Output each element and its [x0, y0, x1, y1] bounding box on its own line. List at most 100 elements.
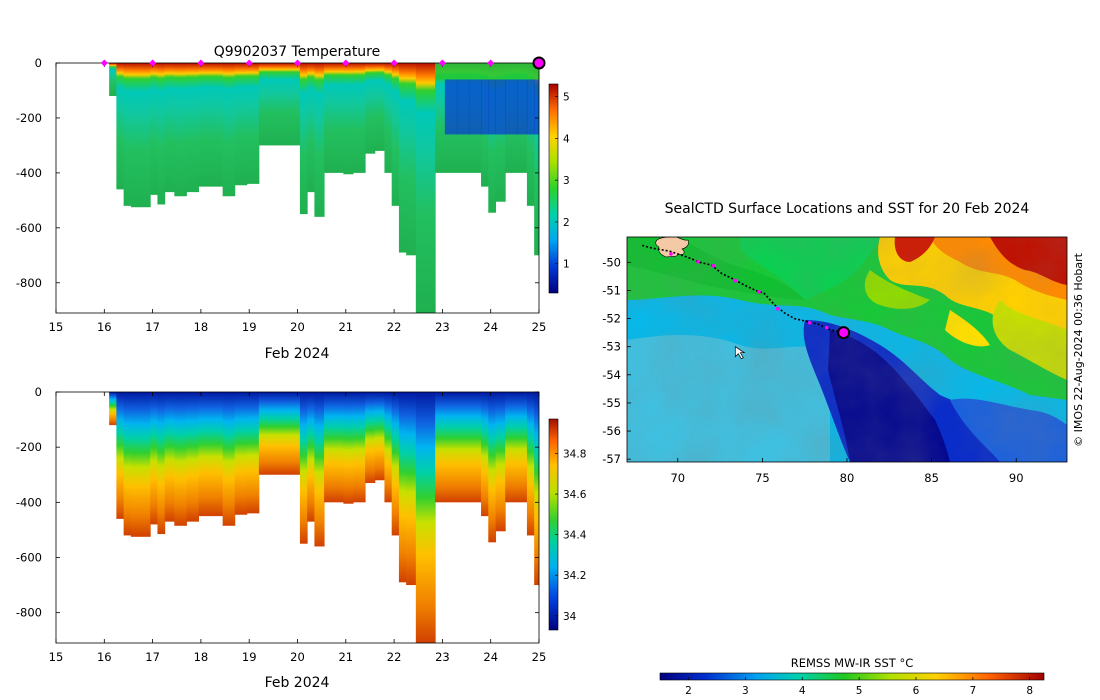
colorbar-tick-label: 2	[563, 217, 570, 229]
map-axes: 70 75 80 85 90 -50 -51 -52 -53 -54 -55 -56 -57	[602, 255, 1023, 485]
sst-colorbar-tick-label: 3	[742, 685, 749, 697]
x-tick-label: 15	[49, 320, 64, 334]
profile-column	[210, 63, 224, 187]
profile-column	[287, 392, 301, 475]
profile-column	[222, 392, 236, 526]
profile-column	[186, 392, 199, 522]
profile-column	[495, 392, 506, 532]
profile-column	[488, 63, 497, 213]
profile-column	[164, 392, 175, 522]
surface-marker	[149, 59, 157, 67]
profile-column	[444, 392, 458, 503]
profile-column	[384, 63, 393, 173]
track-surface-point	[775, 306, 780, 311]
surface-marker	[197, 59, 205, 67]
profile-column	[198, 392, 212, 517]
cold-layer	[526, 79, 535, 135]
map-x-tick-label: 80	[840, 471, 855, 485]
salinity-xlabel: Feb 2024	[265, 675, 330, 691]
profile-column	[116, 392, 125, 519]
cold-layer	[468, 79, 482, 135]
map-x-tick-label: 75	[755, 471, 770, 485]
x-tick-label: 24	[483, 650, 498, 664]
profile-column	[140, 63, 151, 208]
temperature-profiles	[109, 63, 539, 313]
track-surface-point	[711, 263, 716, 268]
profile-column	[273, 392, 289, 475]
cursor-arrow-icon	[734, 346, 746, 360]
map-y-tick-label: -55	[602, 396, 621, 410]
map-x-tick-label: 70	[670, 471, 685, 485]
map-x-tick-label: 90	[1009, 471, 1024, 485]
profile-column	[365, 392, 376, 484]
y-tick-label: 0	[35, 385, 42, 399]
profile-column	[415, 392, 426, 643]
x-tick-label: 23	[435, 320, 450, 334]
temperature-xlabel: Feb 2024	[265, 346, 330, 362]
temperature-section-plot: Q9902037 Temperature 15 16 17 18 19 20 21 22 23 2…	[16, 44, 570, 362]
surface-marker	[294, 59, 301, 67]
latest-position-marker	[837, 326, 851, 340]
profile-column	[314, 392, 325, 547]
profile-column	[140, 392, 151, 537]
map-y-tick-label: -53	[602, 340, 621, 354]
colorbar-tick-label: 1	[563, 259, 570, 271]
colorbar-tick-label: 4	[563, 133, 570, 145]
profile-column	[299, 392, 308, 544]
profile-column	[222, 63, 236, 197]
sst-colorbar	[659, 672, 1045, 681]
y-tick-label: -200	[16, 111, 42, 125]
cold-layer	[505, 79, 518, 135]
temperature-axes: 15 16 17 18 19 20 21 22 23 24 25 0 -200 -400 -600 -800	[16, 56, 546, 334]
track-surface-point	[807, 320, 812, 325]
profile-column	[198, 63, 212, 187]
surface-marker	[438, 59, 446, 67]
x-tick-label: 25	[532, 650, 547, 664]
track-surface-point	[669, 252, 673, 256]
salinity-profiles	[109, 392, 539, 643]
profile-column	[287, 63, 301, 146]
surface-markers	[100, 56, 546, 70]
profile-column	[157, 63, 166, 205]
x-tick-label: 18	[194, 320, 209, 334]
profile-column	[391, 63, 400, 206]
profile-column	[435, 392, 446, 503]
profile-column	[406, 392, 417, 586]
profile-column	[456, 392, 470, 503]
surface-marker	[245, 59, 253, 67]
x-tick-label: 16	[97, 650, 112, 664]
temperature-plot-title: Q9902037 Temperature	[214, 44, 381, 60]
y-tick-label: -400	[16, 166, 42, 180]
profile-column	[130, 63, 142, 208]
x-tick-label: 17	[145, 650, 160, 664]
colorbar-tick-label: 34.4	[563, 530, 587, 542]
cold-layer	[488, 79, 497, 135]
x-tick-label: 19	[242, 650, 257, 664]
surface-marker	[390, 59, 398, 67]
colorbar-tick-label: 34.2	[563, 570, 586, 582]
x-tick-label: 18	[194, 650, 209, 664]
profile-column	[534, 392, 539, 586]
profile-column	[273, 63, 289, 146]
colorbar-tick-label: 34.8	[563, 448, 586, 460]
profile-column	[109, 63, 117, 96]
x-tick-label: 22	[387, 650, 402, 664]
profile-column	[425, 63, 436, 313]
track-surface-points	[669, 252, 829, 330]
profile-column	[307, 63, 315, 193]
profile-column	[109, 392, 117, 426]
profile-column	[157, 392, 166, 535]
sst-colorbar-label: REMSS MW-IR SST °C	[791, 656, 914, 670]
y-tick-label: -800	[16, 606, 42, 620]
profile-column	[415, 63, 426, 313]
profile-column	[246, 63, 260, 184]
profile-column	[174, 63, 187, 197]
profile-column	[384, 392, 393, 503]
profile-column	[398, 63, 407, 253]
sst-colorbar-tick-label: 7	[970, 685, 977, 697]
x-tick-label: 21	[338, 650, 353, 664]
profile-column	[174, 392, 187, 526]
salinity-colorbar	[548, 418, 559, 631]
x-tick-label: 25	[532, 320, 547, 334]
salinity-axes: 15 16 17 18 19 20 21 22 23 24 25 0 -200 -400 -600 -800	[16, 385, 546, 664]
